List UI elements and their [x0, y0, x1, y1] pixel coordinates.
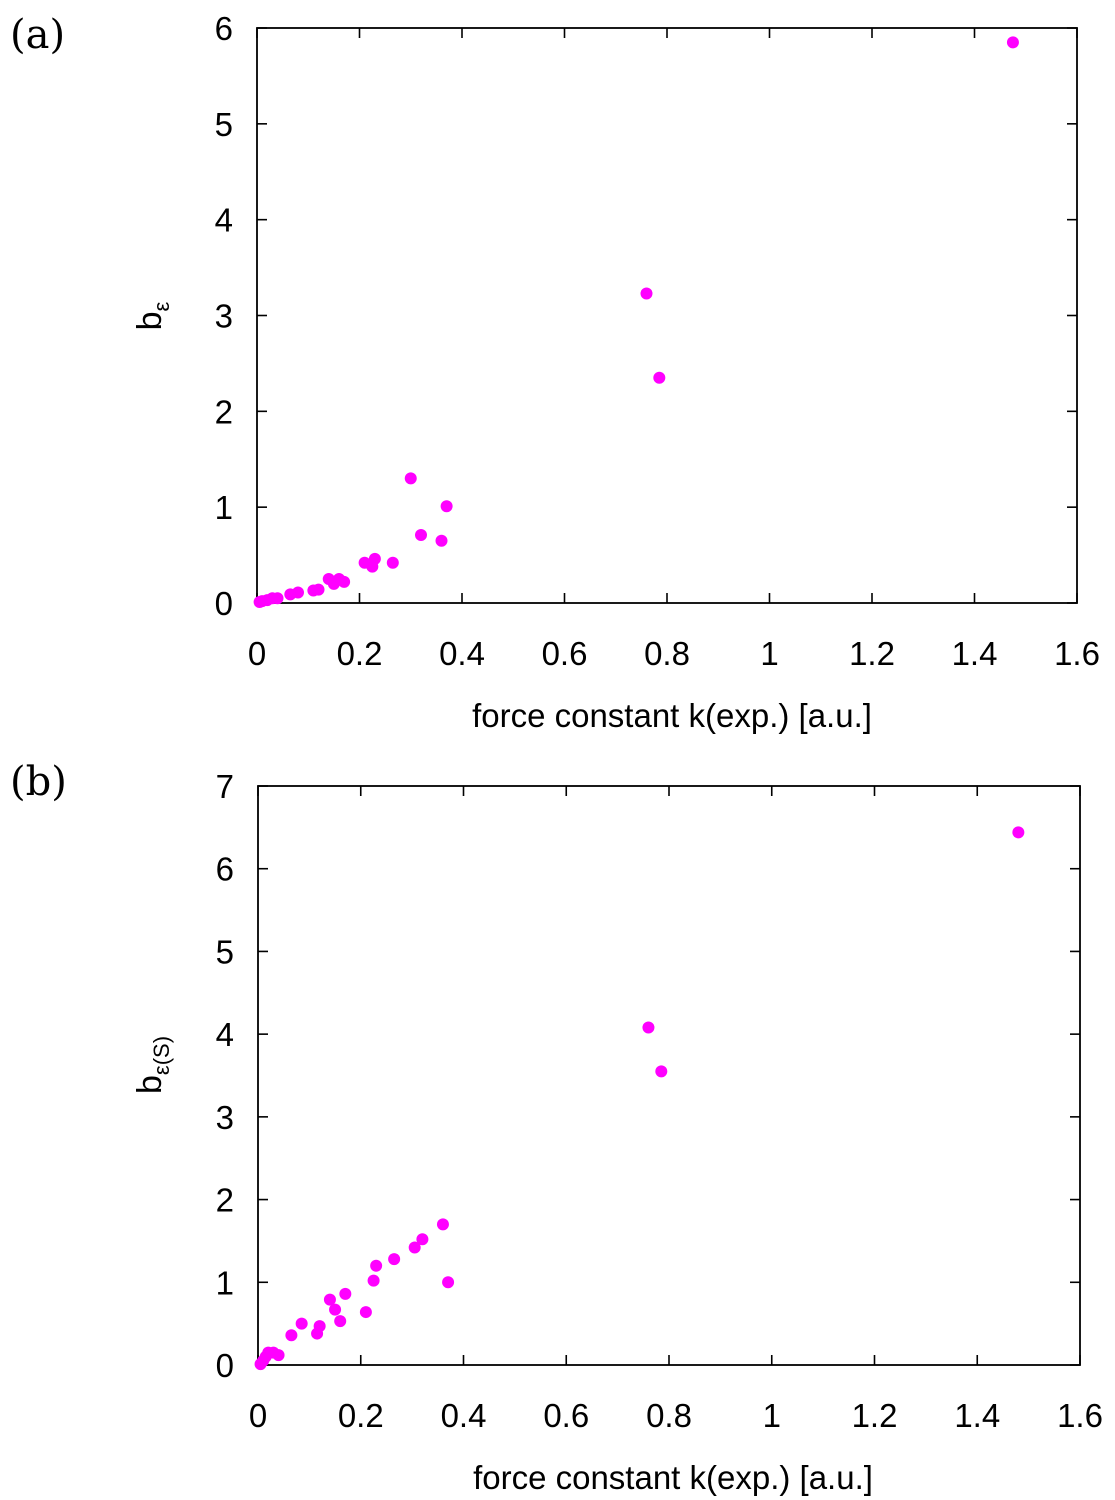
x-tick-labels-a: 0 0.2 0.4 0.6 0.8 1 1.2 1.4 1.6: [248, 635, 1100, 672]
plot-frame-a: [256, 27, 1078, 604]
data-point-a: [386, 556, 399, 569]
y-tick-label-a: 3: [215, 298, 233, 335]
x-tick-label-b: 1: [763, 1397, 781, 1434]
x-tick-label-b: 0.2: [338, 1397, 384, 1434]
data-point-a: [435, 534, 448, 547]
chart-panel-b: (b) 0 0.2 0.4 0.6 0.8 1 1.2 1.4 1.6 0 1 2 3 4 5 6 7 for…: [10, 759, 1103, 1496]
y-axis-label-a: bε: [131, 301, 174, 330]
data-points-a: [253, 36, 1019, 609]
y-tick-label-b: 3: [216, 1099, 234, 1136]
data-point-a: [404, 472, 417, 485]
x-tick-label-a: 1.6: [1054, 635, 1100, 672]
x-tick-label-b: 0.4: [441, 1397, 487, 1434]
data-point-b: [295, 1317, 308, 1330]
plot-frame-b: [257, 785, 1081, 1366]
axis-ticks-b: [257, 785, 1081, 1366]
data-point-b: [313, 1320, 326, 1333]
x-tick-label-b: 1.4: [954, 1397, 1000, 1434]
data-points-b: [254, 826, 1025, 1371]
data-point-b: [416, 1233, 429, 1246]
y-tick-label-a: 0: [215, 585, 233, 622]
x-tick-label-b: 0.6: [543, 1397, 589, 1434]
data-point-b: [285, 1329, 298, 1342]
x-tick-label-a: 1: [760, 635, 778, 672]
y-axis-label-main-a: b: [131, 311, 169, 330]
x-tick-label-a: 0.6: [542, 635, 588, 672]
x-tick-label-a: 0.2: [337, 635, 383, 672]
y-axis-label-b: bε(S): [131, 1036, 174, 1094]
x-tick-label-a: 0.8: [644, 635, 690, 672]
y-tick-label-b: 6: [216, 851, 234, 888]
y-tick-label-a: 4: [215, 202, 233, 239]
panel-label-b: (b): [10, 759, 67, 805]
data-point-b: [367, 1274, 380, 1287]
y-tick-label-a: 1: [215, 489, 233, 526]
x-axis-label-a: force constant k(exp.) [a.u.]: [472, 697, 872, 734]
y-tick-label-b: 7: [216, 768, 234, 805]
data-point-b: [642, 1021, 655, 1034]
data-point-b: [334, 1315, 347, 1328]
y-tick-label-a: 5: [215, 106, 233, 143]
data-point-b: [329, 1303, 342, 1316]
x-tick-label-b: 1.6: [1057, 1397, 1103, 1434]
y-tick-label-a: 6: [215, 10, 233, 47]
panel-label-a: (a): [10, 12, 65, 58]
data-point-a: [271, 592, 284, 605]
data-point-a: [1006, 36, 1019, 49]
data-point-a: [312, 583, 325, 596]
data-point-b: [408, 1241, 421, 1254]
data-point-b: [323, 1293, 336, 1306]
x-tick-label-a: 1.4: [952, 635, 998, 672]
data-point-a: [415, 528, 427, 541]
y-tick-label-b: 4: [216, 1016, 234, 1053]
data-point-b: [442, 1276, 455, 1289]
y-tick-label-a: 2: [215, 393, 233, 430]
svg-text:bε: bε: [131, 301, 174, 330]
data-point-b: [388, 1253, 401, 1266]
x-tick-label-b: 1.2: [852, 1397, 898, 1434]
svg-text:bε(S): bε(S): [131, 1036, 174, 1094]
y-axis-label-main-b: b: [131, 1075, 169, 1094]
y-tick-label-b: 2: [216, 1182, 234, 1219]
data-point-a: [440, 500, 453, 513]
y-tick-label-b: 0: [216, 1347, 234, 1384]
x-axis-label-b: force constant k(exp.) [a.u.]: [473, 1459, 873, 1496]
data-point-a: [292, 586, 304, 599]
y-tick-label-b: 5: [216, 933, 234, 970]
y-tick-labels-a: 0 1 2 3 4 5 6: [215, 10, 233, 622]
data-point-b: [655, 1065, 668, 1078]
chart-panel-a: (a) 0 0.2 0.4 0.6 0.8 1 1.2 1.4 1.6 0 1 2 3 4 5 6 forc…: [10, 10, 1100, 734]
data-point-a: [640, 287, 653, 300]
data-point-b: [370, 1259, 383, 1272]
x-tick-label-a: 0: [248, 635, 266, 672]
data-point-b: [436, 1218, 449, 1231]
data-point-b: [1012, 826, 1025, 839]
axis-ticks-a: [256, 27, 1078, 604]
data-point-a: [653, 371, 666, 384]
data-point-b: [359, 1306, 372, 1319]
data-point-a: [368, 552, 381, 565]
data-point-b: [272, 1349, 285, 1362]
data-point-b: [339, 1287, 352, 1300]
y-axis-label-sub-b: ε(S): [149, 1036, 174, 1075]
data-point-a: [338, 575, 351, 588]
x-tick-label-a: 0.4: [439, 635, 485, 672]
x-tick-label-b: 0: [249, 1397, 267, 1434]
y-axis-label-sub-a: ε: [149, 301, 174, 311]
x-tick-label-a: 1.2: [849, 635, 895, 672]
y-tick-labels-b: 0 1 2 3 4 5 6 7: [216, 768, 234, 1384]
y-tick-label-b: 1: [216, 1264, 234, 1301]
x-tick-labels-b: 0 0.2 0.4 0.6 0.8 1 1.2 1.4 1.6: [249, 1397, 1103, 1434]
x-tick-label-b: 0.8: [646, 1397, 692, 1434]
